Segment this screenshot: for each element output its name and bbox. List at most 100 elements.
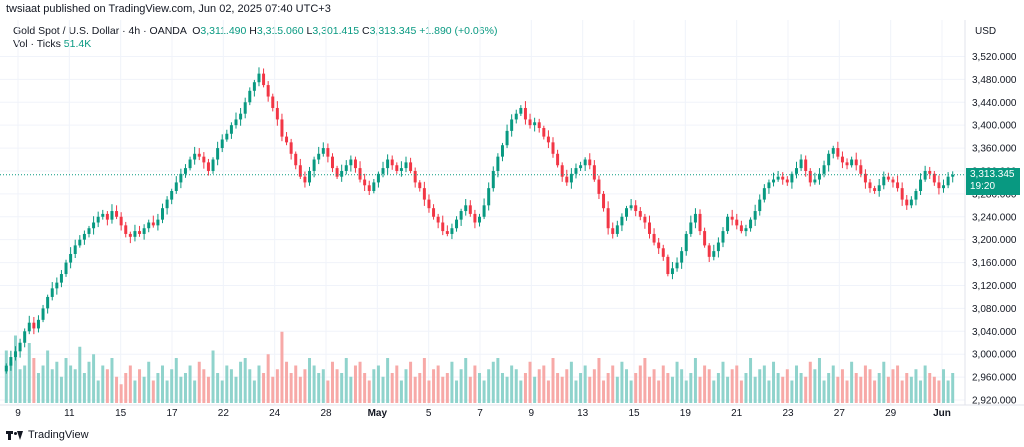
candle-body — [376, 173, 380, 183]
candle-body — [78, 239, 82, 246]
candle-body — [877, 185, 881, 192]
volume-bar — [744, 373, 748, 403]
candle-body — [27, 322, 31, 332]
candle-body — [248, 90, 252, 103]
candle-body — [680, 251, 684, 263]
candle-body — [409, 162, 413, 171]
volume-bar — [712, 380, 716, 403]
volume-bar — [542, 365, 546, 403]
candle-body — [386, 159, 390, 169]
candle-body — [422, 188, 426, 200]
close-label: C — [361, 25, 370, 37]
volume-bar — [840, 369, 844, 403]
volume-bar — [891, 369, 895, 403]
candle-body — [546, 136, 550, 143]
volume-bar — [105, 369, 109, 403]
candle-body — [854, 159, 858, 166]
high-value: 3,315.060 — [256, 25, 304, 37]
volume-bar — [285, 361, 289, 403]
volume-bar — [496, 358, 500, 403]
candle-body — [174, 182, 178, 192]
candle-body — [266, 85, 270, 97]
candle-body — [165, 199, 169, 209]
candle-body — [919, 179, 923, 192]
volume-bar — [827, 373, 831, 403]
candle-body — [413, 170, 417, 183]
candle-body — [611, 228, 615, 234]
candle-body — [873, 188, 877, 192]
volume-bar — [308, 358, 312, 403]
volume-bar — [937, 380, 941, 403]
volume-bar — [546, 380, 550, 403]
volume-bar — [409, 361, 413, 403]
candle-body — [92, 222, 96, 229]
volume-bar — [762, 365, 766, 403]
volume-bar — [468, 376, 472, 403]
candle-body — [41, 308, 45, 320]
volume-bar — [519, 380, 523, 403]
volume-bar — [303, 369, 307, 403]
volume-bar — [514, 369, 518, 403]
candle-body — [46, 296, 50, 309]
candle-body — [882, 176, 886, 186]
volume-bar — [675, 361, 679, 403]
candle-body — [932, 173, 936, 183]
price-tick-label: 3,520.000 — [972, 52, 1017, 63]
candle-body — [625, 208, 629, 217]
footer-brand[interactable]: TradingView — [6, 429, 89, 441]
candle-body — [900, 188, 904, 200]
volume-bar — [588, 376, 592, 403]
candle-body — [312, 159, 316, 171]
brand-name: TradingView — [28, 429, 89, 441]
volume-bar — [790, 380, 794, 403]
volume-bar — [482, 380, 486, 403]
candle-body — [551, 142, 555, 154]
candle-body — [721, 231, 725, 243]
candle-body — [767, 182, 771, 189]
candle-body — [496, 156, 500, 171]
volume-bar — [597, 358, 601, 403]
volume-bar — [422, 358, 426, 403]
volume-bar — [413, 376, 417, 403]
candle-body — [588, 159, 592, 166]
volume-label[interactable]: Vol · Ticks — [13, 38, 61, 50]
candle-body — [776, 176, 780, 180]
candle-body — [335, 168, 339, 177]
volume-bar — [804, 376, 808, 403]
volume-bar — [64, 358, 68, 403]
time-tick-label: 13 — [577, 408, 589, 419]
candle-body — [602, 193, 606, 209]
candle-body — [188, 159, 192, 169]
candle-countdown: 19:20 — [970, 180, 996, 192]
candle-body — [436, 216, 440, 223]
volume-bar — [353, 365, 357, 403]
low-value: 3,301.415 — [312, 25, 360, 37]
volume-bar — [9, 361, 13, 403]
volume-bar — [491, 361, 495, 403]
candle-body — [234, 119, 238, 126]
candle-body — [399, 168, 403, 171]
candle-body — [533, 122, 537, 126]
volume-bar — [629, 380, 633, 403]
grid-lines — [0, 20, 965, 405]
volume-bar — [18, 369, 22, 403]
candle-body — [101, 213, 105, 217]
open-label: O — [192, 25, 201, 37]
currency-label[interactable]: USD — [975, 26, 997, 37]
price-tick-label: 3,240.000 — [972, 212, 1017, 223]
time-tick-label: 23 — [782, 408, 794, 419]
candle-body — [308, 170, 312, 183]
candle-body — [156, 219, 160, 226]
candle-body — [822, 165, 826, 174]
candle-body — [161, 208, 164, 220]
candle-body — [772, 179, 776, 183]
candle-body — [280, 119, 284, 137]
price-tick-label: 2,960.000 — [972, 373, 1017, 384]
last-price-tag: 3,313.345 19:20 — [966, 167, 1020, 195]
volume-bar — [133, 380, 137, 403]
symbol-title[interactable]: Gold Spot / U.S. Dollar · 4h · OANDA — [13, 25, 187, 37]
volume-bar — [579, 373, 583, 403]
volume-bar — [183, 373, 187, 403]
time-tick-label: 28 — [320, 408, 332, 419]
